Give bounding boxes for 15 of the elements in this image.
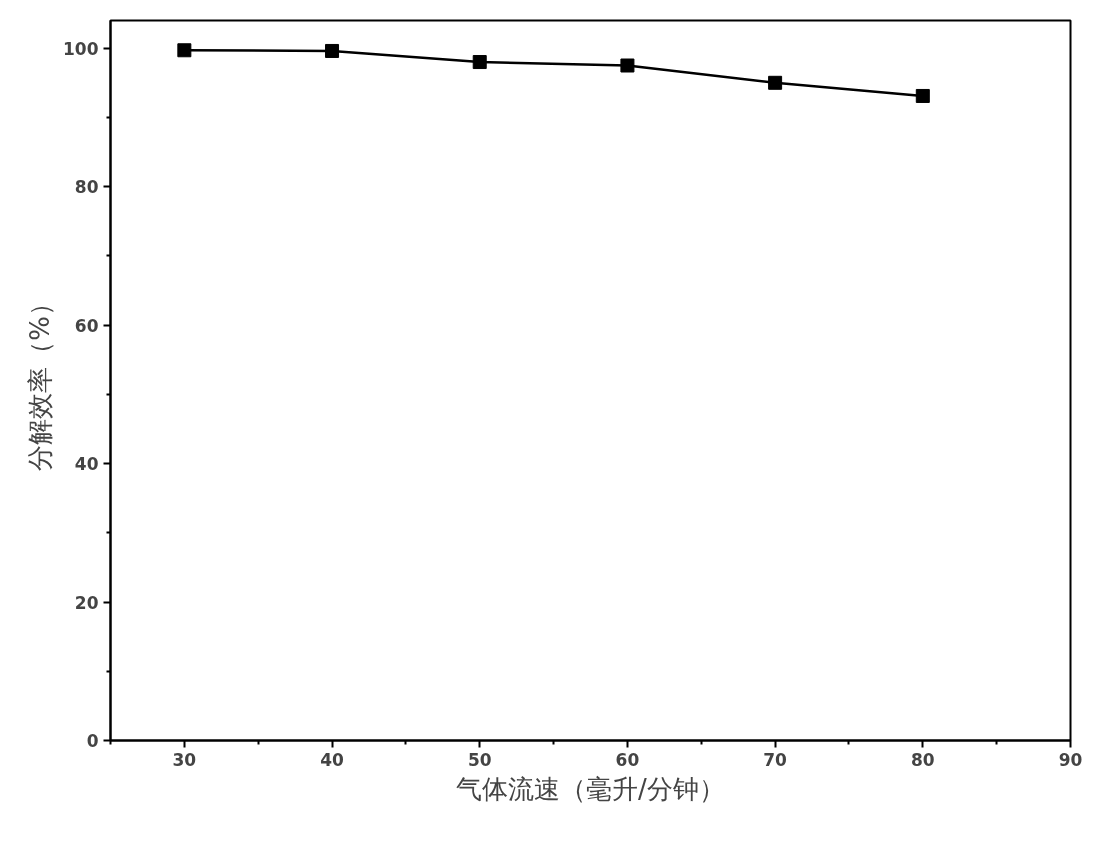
x-tick-label: 90: [1058, 749, 1083, 770]
x-tick-label: 50: [467, 749, 492, 770]
x-tick-label: 80: [910, 749, 935, 770]
y-tick-label: 0: [86, 731, 99, 751]
y-tick-label: 60: [74, 315, 99, 336]
x-tick-label: 60: [615, 749, 640, 770]
y-tick-label: 100: [63, 38, 99, 59]
x-tick-label: 30: [172, 749, 197, 770]
x-tick-label: 40: [320, 749, 345, 770]
x-axis-title: 气体流速（毫升/分钟）: [456, 773, 725, 804]
x-tick-label: 70: [763, 749, 788, 770]
y-tick-label: 20: [74, 592, 99, 613]
y-axis-title: 分解效率（%）: [25, 290, 56, 471]
y-tick-label: 80: [74, 177, 99, 198]
y-tick-label: 40: [74, 454, 99, 475]
